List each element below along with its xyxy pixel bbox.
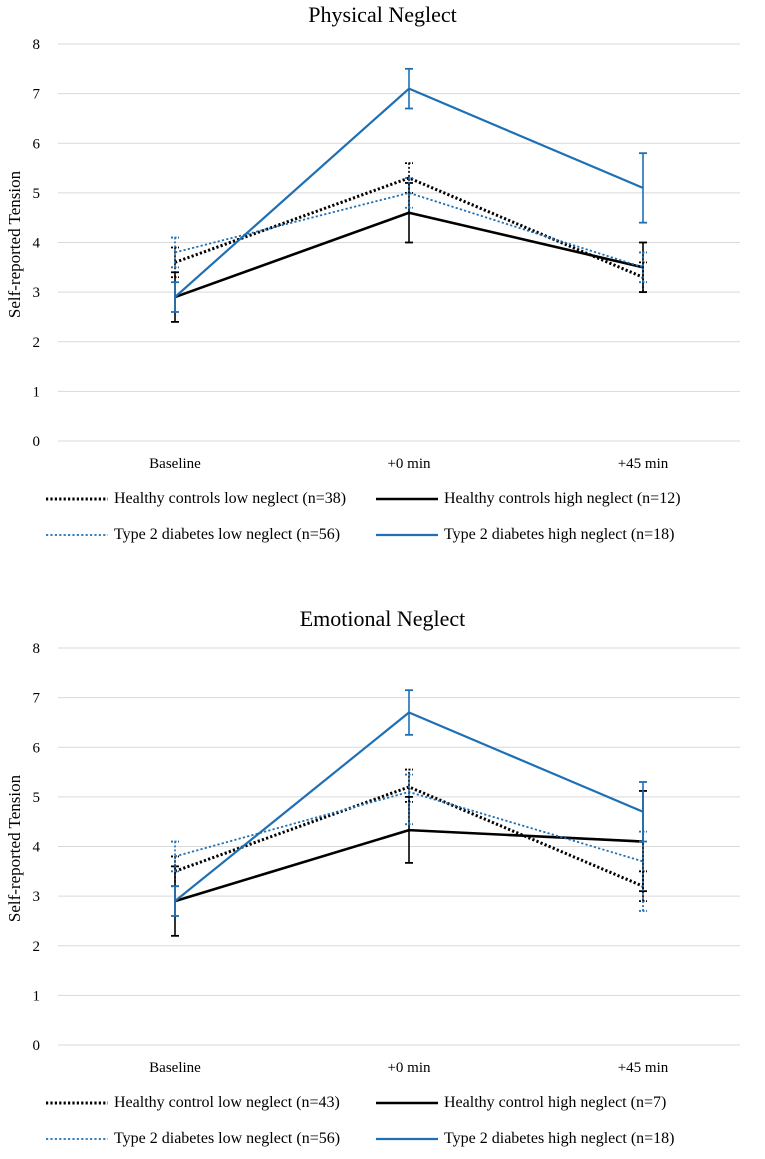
- y-tick-label: 1: [33, 384, 41, 400]
- legend-label: Healthy controls low neglect (n=38): [114, 490, 347, 507]
- series-2: [171, 773, 647, 912]
- legend-label: Type 2 diabetes low neglect (n=56): [114, 526, 341, 543]
- y-tick-label: 2: [33, 335, 41, 351]
- legend-item: Type 2 diabetes low neglect (n=56): [46, 526, 340, 544]
- legend-item: Type 2 diabetes high neglect (n=18): [376, 1130, 675, 1148]
- series-1: [171, 182, 647, 323]
- x-tick-label: +45 min: [618, 1060, 669, 1076]
- y-axis-label: Self-reported Tension: [5, 774, 24, 922]
- legend-item: Healthy control low neglect (n=43): [46, 1094, 340, 1112]
- series-line: [174, 191, 644, 269]
- x-tick-label: Baseline: [149, 456, 201, 472]
- legend-swatch-icon: [376, 1137, 438, 1141]
- series-line: [174, 785, 644, 888]
- series-1: [171, 790, 647, 937]
- legend-swatch-icon: [376, 533, 438, 537]
- series-2: [171, 177, 647, 284]
- series-3: [171, 689, 647, 917]
- legend-swatch-icon: [46, 497, 108, 501]
- x-tick-label: +0 min: [387, 456, 431, 472]
- legend-item: Healthy controls low neglect (n=38): [46, 490, 346, 508]
- legend-label: Type 2 diabetes high neglect (n=18): [444, 526, 675, 543]
- x-tick-label: +45 min: [618, 456, 669, 472]
- legend-label: Healthy control high neglect (n=7): [444, 1094, 667, 1111]
- legend-item: Type 2 diabetes low neglect (n=56): [46, 1130, 340, 1148]
- legend-label: Type 2 diabetes low neglect (n=56): [114, 1130, 341, 1147]
- series-3: [171, 67, 647, 313]
- series-line: [174, 211, 644, 299]
- emotional-neglect-panel: Emotional Neglect 0 1 2 3 4 5 6 7 8 Baseline +0 mi…: [0, 604, 765, 1159]
- y-tick-label: 8: [33, 641, 41, 657]
- legend-swatch-icon: [376, 1101, 438, 1105]
- y-tick-label: 5: [33, 790, 41, 806]
- y-tick-label: 6: [33, 740, 41, 756]
- x-tick-label: Baseline: [149, 1060, 201, 1076]
- legend-label: Healthy controls high neglect (n=12): [444, 490, 681, 507]
- y-tick-label: 2: [33, 939, 41, 955]
- legend-label: Type 2 diabetes high neglect (n=18): [444, 1130, 675, 1147]
- y-tick-label: 8: [33, 37, 41, 53]
- chart-title: Emotional Neglect: [299, 606, 466, 631]
- legend-item: Healthy control high neglect (n=7): [376, 1094, 666, 1112]
- legend-swatch-icon: [46, 1138, 108, 1140]
- emotional-neglect-chart: 0 1 2 3 4 5 6 7 8 Baseline +0 min +45 min Self-repor…: [5, 641, 740, 1076]
- y-tick-label: 7: [33, 87, 41, 103]
- series-line: [174, 711, 644, 902]
- y-tick-label: 5: [33, 186, 41, 202]
- physical-neglect-panel: Physical Neglect 0 1 2 3 4 5 6 7 8 Baseline +0 min…: [0, 0, 765, 560]
- y-tick-label: 6: [33, 136, 41, 152]
- legend-swatch-icon: [376, 497, 438, 501]
- y-tick-label: 7: [33, 691, 41, 707]
- chart-legend: Healthy control low neglect (n=43) Healt…: [46, 1094, 746, 1154]
- x-tick-label: +0 min: [387, 1060, 431, 1076]
- chart-legend: Healthy controls low neglect (n=38) Heal…: [46, 490, 746, 550]
- y-tick-label: 4: [33, 236, 41, 252]
- legend-label: Healthy control low neglect (n=43): [114, 1094, 340, 1111]
- legend-swatch-icon: [46, 1101, 108, 1105]
- series-line: [174, 176, 644, 279]
- legend-item: Type 2 diabetes high neglect (n=18): [376, 526, 675, 544]
- y-axis-label: Self-reported Tension: [5, 170, 24, 318]
- physical-neglect-chart: 0 1 2 3 4 5 6 7 8 Baseline +0 min +45 min Self-repor…: [5, 37, 740, 472]
- series-line: [174, 791, 644, 863]
- y-tick-label: 4: [33, 840, 41, 856]
- y-tick-label: 1: [33, 988, 41, 1004]
- legend-swatch-icon: [46, 534, 108, 536]
- legend-item: Healthy controls high neglect (n=12): [376, 490, 681, 508]
- y-tick-label: 3: [33, 285, 41, 301]
- y-tick-label: 3: [33, 889, 41, 905]
- y-tick-label: 0: [33, 1038, 41, 1054]
- series-line: [174, 87, 644, 298]
- chart-title: Physical Neglect: [308, 2, 457, 27]
- y-tick-label: 0: [33, 434, 41, 450]
